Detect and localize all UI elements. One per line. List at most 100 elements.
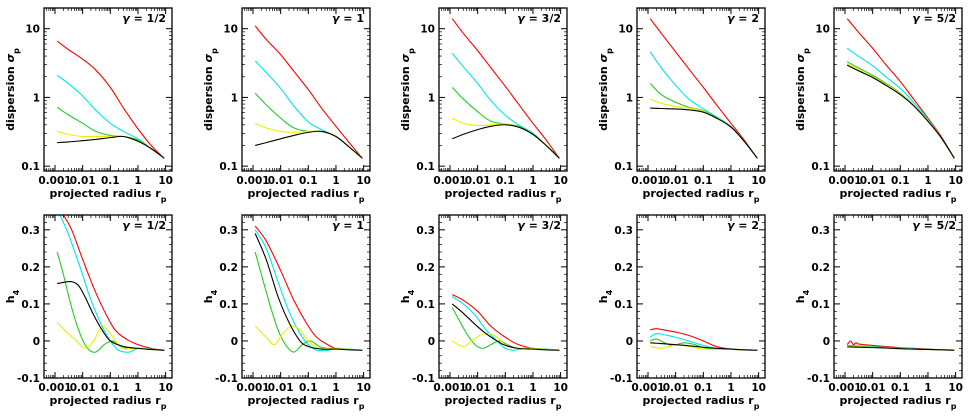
y-axis-label: dispersion σp <box>4 48 21 131</box>
x-tick-label: 0.01 <box>268 175 294 187</box>
gamma-label: γ = 3/2 <box>517 12 561 25</box>
y-tick-label: -0.1 <box>610 373 633 385</box>
curves <box>56 215 165 353</box>
x-tick-label: 1 <box>924 175 931 187</box>
y-axis-label: h4 <box>399 289 416 303</box>
x-tick-label: 0.01 <box>268 382 294 394</box>
curves <box>649 18 758 159</box>
y-tick-label: 0.2 <box>416 262 435 274</box>
x-tick-label: 10 <box>553 382 568 394</box>
series-line-3 <box>254 325 363 351</box>
series-line-4 <box>451 303 560 351</box>
series-line-4 <box>254 233 363 351</box>
x-tick-label: 0.001 <box>631 382 664 394</box>
x-tick-label: 1 <box>529 175 536 187</box>
y-tick-label: -0.1 <box>412 373 435 385</box>
y-tick-label: 10 <box>223 24 238 36</box>
x-tick-label: 0.1 <box>891 175 910 187</box>
series-line-0 <box>451 294 560 351</box>
x-tick-label: 0.001 <box>236 175 269 187</box>
y-axis-label: dispersion σp <box>597 48 614 131</box>
series-line-2 <box>846 61 955 159</box>
curves <box>451 18 560 159</box>
x-tick-label: 0.001 <box>433 175 466 187</box>
y-axis-label: h4 <box>4 289 21 303</box>
y-tick-label: 1 <box>823 92 830 104</box>
y-tick-label: 0.3 <box>811 225 830 237</box>
series-line-0 <box>846 18 955 159</box>
curves <box>254 25 363 159</box>
x-tick-label: 1 <box>727 382 734 394</box>
x-tick-label: 0.1 <box>496 382 515 394</box>
series-line-2 <box>56 251 165 353</box>
x-tick-label: 0.01 <box>860 175 886 187</box>
series-line-1 <box>846 47 955 159</box>
plot-frame <box>438 214 568 379</box>
y-tick-label: 0.1 <box>811 299 830 311</box>
x-tick-label: 0.1 <box>101 382 120 394</box>
plot-frame <box>636 7 766 172</box>
x-tick-label: 10 <box>158 382 173 394</box>
x-tick-label: 0.1 <box>299 175 318 187</box>
y-tick-label: 10 <box>618 24 633 36</box>
x-tick-label: 1 <box>727 175 734 187</box>
plot-frame <box>833 214 963 379</box>
gamma-label: γ = 2 <box>727 219 759 232</box>
y-tick-label: 0.2 <box>811 262 830 274</box>
y-tick-label: 0.3 <box>219 225 238 237</box>
y-tick-label: 0.1 <box>219 299 238 311</box>
y-tick-label: 0.1 <box>21 299 40 311</box>
series-line-3 <box>451 117 560 159</box>
x-tick-label: 10 <box>948 175 963 187</box>
series-line-3 <box>846 63 955 159</box>
y-tick-label: 0 <box>231 336 238 348</box>
gamma-label: γ = 1 <box>332 12 364 25</box>
series-line-3 <box>649 98 758 159</box>
x-tick-label: 0.001 <box>236 382 269 394</box>
y-axis-label: h4 <box>202 289 219 303</box>
x-tick-label: 10 <box>356 175 371 187</box>
y-tick-label: 1 <box>231 92 238 104</box>
y-tick-label: 0.2 <box>219 262 238 274</box>
x-axis-label: projected radius rp <box>50 394 167 411</box>
x-tick-label: 1 <box>332 382 339 394</box>
series-line-0 <box>62 215 165 351</box>
y-tick-label: 0.1 <box>416 299 435 311</box>
curves <box>846 18 955 159</box>
plot-frame <box>833 7 963 172</box>
series-line-4 <box>650 342 758 351</box>
x-tick-label: 0.1 <box>101 175 120 187</box>
x-tick-label: 10 <box>553 175 568 187</box>
x-tick-label: 0.1 <box>694 175 713 187</box>
x-tick-label: 0.01 <box>663 175 689 187</box>
series-line-3 <box>56 322 165 351</box>
y-tick-label: 1 <box>33 92 40 104</box>
x-tick-label: 10 <box>356 382 371 394</box>
plot-frame <box>241 7 371 172</box>
gamma-label: γ = 5/2 <box>912 12 956 25</box>
x-tick-label: 1 <box>529 382 536 394</box>
x-tick-label: 0.01 <box>465 382 491 394</box>
plot-frame <box>636 214 766 379</box>
x-axis-label: projected radius rp <box>840 394 957 411</box>
y-tick-label: 0.2 <box>21 262 40 274</box>
series-line-4 <box>57 280 165 351</box>
series-line-0 <box>56 40 165 159</box>
x-tick-label: 0.1 <box>496 175 515 187</box>
x-tick-label: 0.01 <box>70 382 96 394</box>
curves <box>254 225 363 353</box>
y-tick-label: -0.1 <box>807 373 830 385</box>
x-tick-label: 0.001 <box>38 382 71 394</box>
x-tick-label: 1 <box>332 175 339 187</box>
x-tick-label: 10 <box>751 175 766 187</box>
